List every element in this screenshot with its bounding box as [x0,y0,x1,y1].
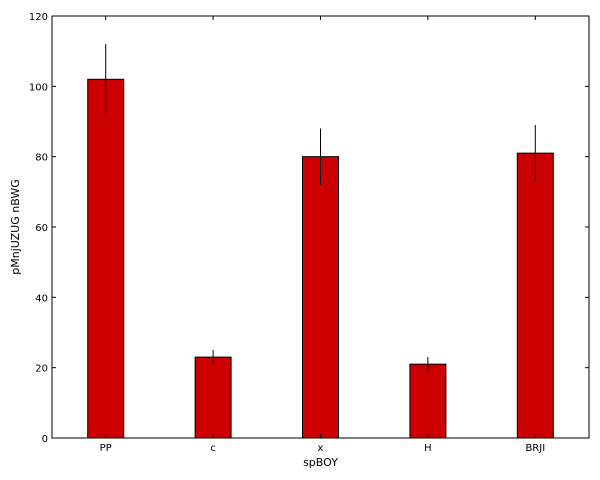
bar-c [194,356,232,439]
y-tick-label-100: 100 [29,82,48,93]
y-tick-label-80: 80 [35,153,48,164]
bar-x [302,156,339,439]
y-tick-label-60: 60 [35,223,48,234]
errorbars-group [105,44,536,372]
x-tick-label-PP: PP [100,443,112,454]
x-tick-label-BRJI: BRJI [525,443,545,454]
bar-BRJI [516,152,554,439]
y-tick-label-0: 0 [42,434,48,445]
x-tick-label-H: H [424,443,432,454]
y-tick-label-20: 20 [35,364,48,375]
bar-H [409,363,447,439]
bar-PP [87,78,125,439]
y-ticks-group: 0 20 40 60 80 100 120 [29,12,589,445]
x-tick-label-x: x [318,443,324,454]
y-tick-label-40: 40 [35,293,48,304]
y-tick-label-120: 120 [29,12,48,23]
x-tick-label-c: c [210,443,216,454]
x-axis-label: spBOY [303,456,338,469]
y-axis-label: pMnjUZUG nBWG [9,179,22,275]
x-ticks-group: PP c x H BRJI [100,16,545,454]
